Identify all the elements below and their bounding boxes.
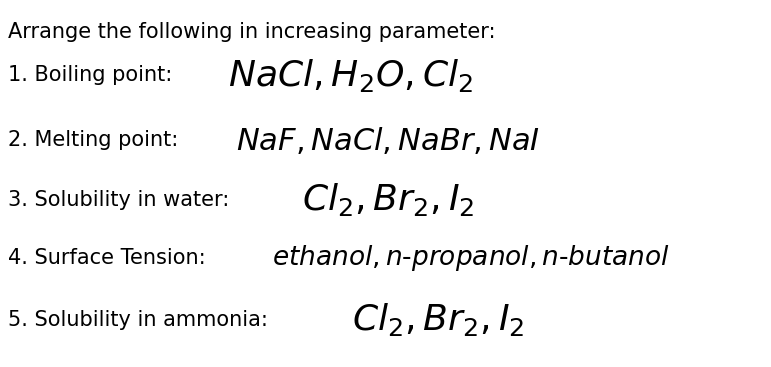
Text: $\mathit{NaF, NaCl, NaBr, NaI}$: $\mathit{NaF, NaCl, NaBr, NaI}$ (236, 124, 540, 156)
Text: 3. Solubility in water:: 3. Solubility in water: (8, 190, 236, 210)
Text: 1. Boiling point:: 1. Boiling point: (8, 65, 179, 85)
Text: $\mathit{NaCl, H_2O, Cl_2}$: $\mathit{NaCl, H_2O, Cl_2}$ (228, 57, 473, 94)
Text: Arrange the following in increasing parameter:: Arrange the following in increasing para… (8, 22, 496, 42)
Text: $\mathit{Cl_2, Br_2, I_2}$: $\mathit{Cl_2, Br_2, I_2}$ (352, 302, 524, 338)
Text: 2. Melting point:: 2. Melting point: (8, 130, 185, 150)
Text: 4. Surface Tension:: 4. Surface Tension: (8, 248, 212, 268)
Text: 5. Solubility in ammonia:: 5. Solubility in ammonia: (8, 310, 274, 330)
Text: $\mathit{ethanol, n\text{-}propanol, n\text{-}butanol}$: $\mathit{ethanol, n\text{-}propanol, n\t… (271, 243, 669, 273)
Text: $\mathit{Cl_2, Br_2, I_2}$: $\mathit{Cl_2, Br_2, I_2}$ (302, 182, 474, 218)
